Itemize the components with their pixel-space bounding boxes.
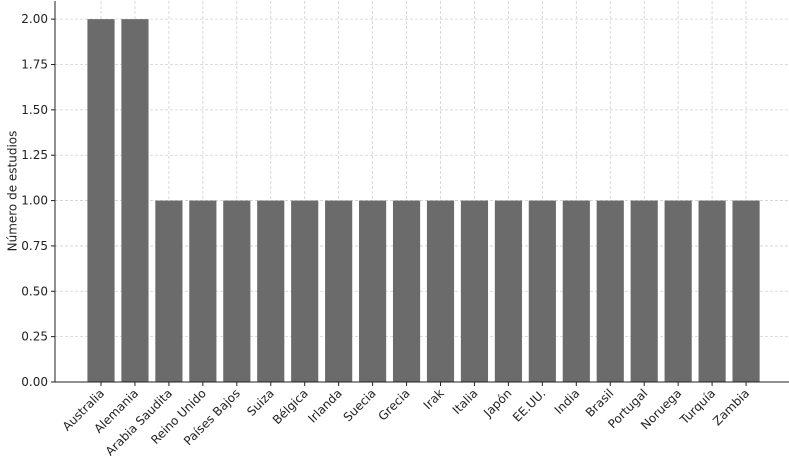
x-tick-label: Irak [421, 386, 447, 412]
bar [664, 200, 692, 382]
y-tick-label: 1.25 [21, 148, 48, 162]
bar [189, 200, 217, 382]
bar [698, 200, 726, 382]
x-tick-label: Irlanda [305, 386, 344, 425]
bar [392, 200, 421, 382]
x-tick-label: Bélgica [270, 386, 311, 427]
y-tick-label: 0.00 [21, 375, 48, 389]
bar [291, 200, 319, 382]
bar [121, 19, 149, 383]
y-tick-label: 1.75 [21, 58, 48, 72]
y-tick-label: 0.75 [21, 239, 48, 253]
bar [528, 200, 556, 382]
y-tick-label: 1.50 [21, 103, 48, 117]
bar [426, 200, 455, 382]
bar [257, 200, 285, 382]
bar [155, 200, 183, 382]
x-tick-label: Suecia [341, 386, 379, 424]
bar [325, 200, 353, 382]
x-tick-label: Zambia [710, 386, 752, 428]
x-tick-label: Grecia [375, 386, 412, 423]
bar [630, 200, 658, 382]
bar [732, 200, 760, 382]
bar [87, 19, 115, 383]
bar [562, 200, 590, 382]
bar [494, 200, 522, 382]
y-tick-label: 2.00 [21, 12, 48, 26]
y-tick-label: 0.50 [21, 284, 48, 298]
y-tick-label: 1.00 [21, 194, 48, 208]
bar [460, 200, 489, 382]
bar [359, 200, 387, 382]
x-tick-label: EE.UU. [510, 386, 548, 424]
bar [223, 200, 251, 382]
y-axis-label: Número de estudios [6, 131, 20, 252]
y-tick-label: 0.25 [21, 330, 48, 344]
x-tick-label: India [552, 386, 583, 417]
bar [596, 200, 624, 382]
x-tick-label: Italia [450, 386, 481, 417]
